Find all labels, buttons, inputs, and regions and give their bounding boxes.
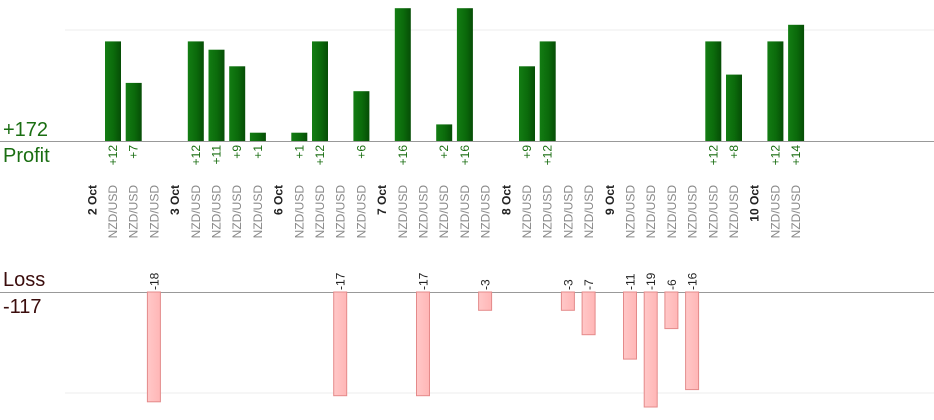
profit-value-label: +12 — [106, 145, 120, 166]
symbol-tick-label: NZD/USD — [354, 185, 368, 239]
day-tick-label: 2 Oct — [85, 185, 99, 215]
loss-value-label: -6 — [665, 279, 679, 290]
profit-value-label: +7 — [127, 145, 141, 159]
symbol-tick-label: NZD/USD — [334, 185, 348, 239]
profit-bar — [249, 132, 266, 141]
symbol-tick-label: NZD/USD — [706, 185, 720, 239]
symbol-tick-label: NZD/USD — [768, 185, 782, 239]
symbol-tick-label: NZD/USD — [479, 185, 493, 239]
day-tick-label: 7 Oct — [375, 185, 389, 215]
loss-value-label: -16 — [686, 272, 700, 290]
symbol-tick-label: NZD/USD — [561, 185, 575, 239]
loss-label: Loss — [3, 269, 46, 291]
profit-value-label: +12 — [189, 145, 203, 166]
profit-bar — [229, 66, 246, 141]
profit-value-label: +12 — [706, 145, 720, 166]
profit-value-label: +1 — [292, 145, 306, 159]
profit-value-label: +9 — [520, 145, 534, 159]
symbol-tick-label: NZD/USD — [292, 185, 306, 239]
profit-bar — [208, 49, 225, 142]
symbol-tick-label: NZD/USD — [189, 185, 203, 239]
profit-bar — [767, 41, 784, 141]
loss-bar — [581, 291, 596, 336]
symbol-tick-label: NZD/USD — [417, 185, 431, 239]
profit-bar — [394, 8, 411, 142]
symbol-tick-label: NZD/USD — [127, 185, 141, 239]
loss-total: -117 — [3, 296, 42, 318]
symbol-tick-label: NZD/USD — [106, 185, 120, 239]
loss-value-label: -17 — [417, 272, 431, 290]
profit-bar — [726, 74, 742, 141]
profit-value-label: +6 — [354, 145, 368, 159]
symbol-tick-label: NZD/USD — [210, 185, 224, 239]
symbol-tick-label: NZD/USD — [624, 185, 638, 239]
symbol-tick-label: NZD/USD — [665, 185, 679, 239]
profit-value-label: +8 — [727, 145, 741, 159]
day-tick-label: 9 Oct — [603, 185, 617, 215]
symbol-tick-label: NZD/USD — [789, 185, 803, 239]
symbol-tick-label: NZD/USD — [437, 185, 451, 239]
day-tick-label: 10 Oct — [748, 185, 762, 222]
profit-bar — [436, 124, 453, 141]
profit-bar — [187, 41, 204, 141]
symbol-tick-label: NZD/USD — [230, 185, 244, 239]
profit-bar — [291, 132, 308, 141]
profit-value-label: +12 — [768, 145, 782, 166]
profit-value-label: +9 — [230, 145, 244, 159]
profit-value-label: +1 — [251, 145, 265, 159]
loss-value-label: -19 — [644, 272, 658, 290]
loss-bar — [685, 291, 700, 391]
profit-bar — [105, 41, 121, 141]
loss-value-label: -18 — [147, 272, 161, 290]
profit-bar — [519, 66, 535, 141]
loss-bar — [560, 291, 575, 311]
loss-bar — [416, 291, 430, 397]
loss-bar — [146, 291, 161, 403]
profit-bar — [705, 41, 722, 141]
symbol-tick-label: NZD/USD — [147, 185, 161, 239]
profit-value-label: +14 — [789, 145, 803, 166]
symbol-tick-label: NZD/USD — [520, 185, 534, 239]
loss-value-label: -17 — [334, 272, 348, 290]
loss-bar — [478, 291, 493, 311]
profit-bar — [353, 91, 370, 141]
loss-value-label: -7 — [582, 279, 596, 290]
profit-value-label: +16 — [458, 145, 472, 166]
loss-bar — [333, 291, 348, 397]
symbol-tick-label: NZD/USD — [582, 185, 596, 239]
loss-bar — [623, 291, 637, 360]
loss-bar — [643, 291, 658, 408]
loss-bar — [664, 291, 679, 330]
profit-value-label: +16 — [396, 145, 410, 166]
day-tick-label: 6 Oct — [272, 185, 286, 215]
profit-value-label: +2 — [437, 145, 451, 159]
profit-bar — [125, 82, 142, 141]
profit-bar — [312, 41, 328, 141]
profit-bar — [788, 24, 805, 141]
symbol-tick-label: NZD/USD — [541, 185, 555, 239]
loss-value-label: -11 — [624, 273, 638, 290]
day-tick-label: 8 Oct — [499, 185, 513, 215]
profit-value-label: +12 — [541, 145, 555, 166]
symbol-tick-label: NZD/USD — [313, 185, 327, 239]
symbol-tick-label: NZD/USD — [251, 185, 265, 239]
loss-value-label: -3 — [561, 279, 575, 290]
day-tick-label: 3 Oct — [168, 185, 182, 215]
profit-total: +172 — [3, 119, 49, 141]
symbol-tick-label: NZD/USD — [727, 185, 741, 239]
loss-value-label: -3 — [479, 279, 493, 290]
profit-label: Profit — [3, 145, 50, 167]
symbol-tick-label: NZD/USD — [396, 185, 410, 239]
symbol-tick-label: NZD/USD — [686, 185, 700, 239]
profit-value-label: +12 — [313, 145, 327, 166]
symbol-tick-label: NZD/USD — [458, 185, 472, 239]
profit-bar — [456, 8, 473, 142]
profit-bar — [539, 41, 556, 141]
symbol-tick-label: NZD/USD — [644, 185, 658, 239]
profit-value-label: +11 — [210, 145, 224, 165]
